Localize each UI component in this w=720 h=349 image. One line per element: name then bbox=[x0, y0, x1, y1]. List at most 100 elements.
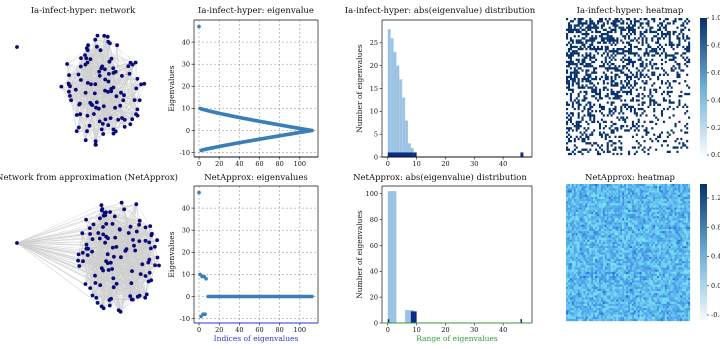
heatmap-cell bbox=[591, 90, 594, 94]
heatmap-cell bbox=[676, 203, 679, 206]
heatmap-cell bbox=[616, 203, 619, 206]
heatmap-cell bbox=[688, 207, 691, 210]
heatmap-cell bbox=[680, 192, 683, 195]
network-edge bbox=[87, 50, 103, 67]
heatmap-cell bbox=[649, 77, 652, 81]
heatmap-cell bbox=[598, 216, 602, 219]
heatmap-cell bbox=[581, 190, 584, 193]
heatmap-cell bbox=[612, 20, 615, 23]
heatmap-cell bbox=[566, 186, 569, 189]
heatmap-cell bbox=[589, 209, 592, 212]
heatmap-cell bbox=[604, 95, 607, 98]
heatmap-cell bbox=[622, 198, 625, 202]
heatmap-cell bbox=[657, 184, 660, 187]
heatmap-cell bbox=[657, 218, 660, 221]
colorbar-tick-label: 1.0 bbox=[711, 14, 720, 22]
heatmap-cell bbox=[581, 184, 584, 187]
network-node bbox=[139, 82, 144, 87]
heatmap-cell bbox=[628, 60, 631, 64]
heatmap-cell bbox=[651, 67, 654, 70]
heatmap-cell bbox=[591, 37, 594, 40]
heatmap-cell bbox=[629, 188, 633, 191]
heatmap-cell bbox=[567, 118, 571, 121]
heatmap-cell bbox=[676, 198, 679, 202]
heatmap-cell bbox=[597, 120, 600, 124]
network-edge bbox=[131, 250, 136, 284]
heatmap-cell bbox=[684, 184, 687, 187]
heatmap-cell bbox=[614, 84, 617, 87]
heatmap-cell bbox=[620, 213, 623, 217]
heatmap-cell bbox=[660, 203, 664, 206]
network-edge bbox=[82, 260, 104, 271]
heatmap-cell bbox=[618, 220, 621, 223]
network-node bbox=[74, 113, 79, 117]
heatmap-cell bbox=[566, 37, 569, 40]
heatmap-cell bbox=[606, 209, 609, 212]
heatmap-cell bbox=[639, 62, 642, 66]
heatmap-cell bbox=[628, 211, 631, 215]
network-node bbox=[130, 117, 135, 122]
heatmap-cell bbox=[604, 75, 607, 79]
heatmap-cell bbox=[616, 205, 619, 208]
heatmap-cell bbox=[666, 184, 669, 187]
heatmap-cell bbox=[678, 82, 681, 85]
heatmap-cell bbox=[660, 222, 664, 225]
heatmap-cell bbox=[622, 196, 625, 200]
heatmap-cell bbox=[598, 95, 602, 98]
heatmap-cell bbox=[660, 207, 664, 210]
x-tick-label: 0 bbox=[386, 326, 390, 334]
heatmap-cell bbox=[628, 209, 631, 212]
heatmap-cell bbox=[604, 125, 607, 128]
network-node bbox=[95, 44, 99, 49]
y-tick-label: 0 bbox=[186, 127, 190, 135]
network-edge bbox=[86, 126, 125, 132]
heatmap-cell bbox=[639, 211, 642, 215]
heatmap-cell bbox=[662, 140, 665, 143]
heatmap-cell bbox=[597, 203, 600, 206]
heatmap-cell bbox=[589, 224, 592, 227]
heatmap-cell bbox=[575, 97, 578, 100]
heatmap-cell bbox=[583, 77, 586, 81]
heatmap-cell bbox=[655, 62, 658, 66]
heatmap-cell bbox=[657, 203, 660, 206]
network-edge bbox=[16, 242, 91, 289]
heatmap-cell bbox=[577, 80, 580, 83]
heatmap-cell bbox=[573, 99, 576, 102]
heatmap-cell bbox=[651, 47, 654, 51]
heatmap-cell bbox=[569, 213, 572, 217]
heatmap-cell bbox=[647, 222, 650, 225]
network-edge bbox=[92, 212, 105, 240]
heatmap-cell bbox=[672, 69, 675, 72]
heatmap-cell bbox=[629, 45, 633, 49]
heatmap-cell bbox=[618, 20, 621, 23]
heatmap-cell bbox=[664, 198, 667, 202]
heatmap-cell bbox=[662, 198, 665, 202]
heatmap-cell bbox=[653, 188, 656, 191]
heatmap-cell bbox=[633, 112, 636, 115]
heatmap-cell bbox=[610, 211, 613, 215]
heatmap-cell bbox=[649, 218, 652, 221]
heatmap-cell bbox=[649, 220, 652, 223]
heatmap-cell bbox=[598, 97, 602, 100]
heatmap-cell bbox=[682, 28, 685, 31]
heatmap-cell bbox=[662, 99, 665, 102]
heatmap-cell bbox=[670, 186, 673, 189]
heatmap-cell bbox=[589, 198, 592, 202]
network-edge bbox=[61, 86, 90, 126]
heatmap-cells bbox=[566, 18, 691, 156]
heatmap-cell bbox=[649, 184, 652, 187]
heatmap-cell bbox=[639, 192, 642, 195]
heatmap-cell bbox=[635, 184, 638, 187]
heatmap-cell bbox=[589, 118, 592, 121]
heatmap-cell bbox=[604, 77, 607, 81]
heatmap-cell bbox=[637, 95, 640, 98]
heatmap-cell bbox=[680, 28, 683, 31]
heatmap-cell bbox=[614, 201, 617, 204]
heatmap-cell bbox=[649, 50, 652, 53]
heatmap-cell bbox=[684, 62, 687, 66]
network-edge bbox=[78, 115, 88, 128]
heatmap-cell bbox=[569, 75, 572, 79]
heatmap-cell bbox=[664, 99, 667, 102]
heatmap-cell bbox=[589, 186, 592, 189]
heatmap-cell bbox=[581, 196, 584, 200]
